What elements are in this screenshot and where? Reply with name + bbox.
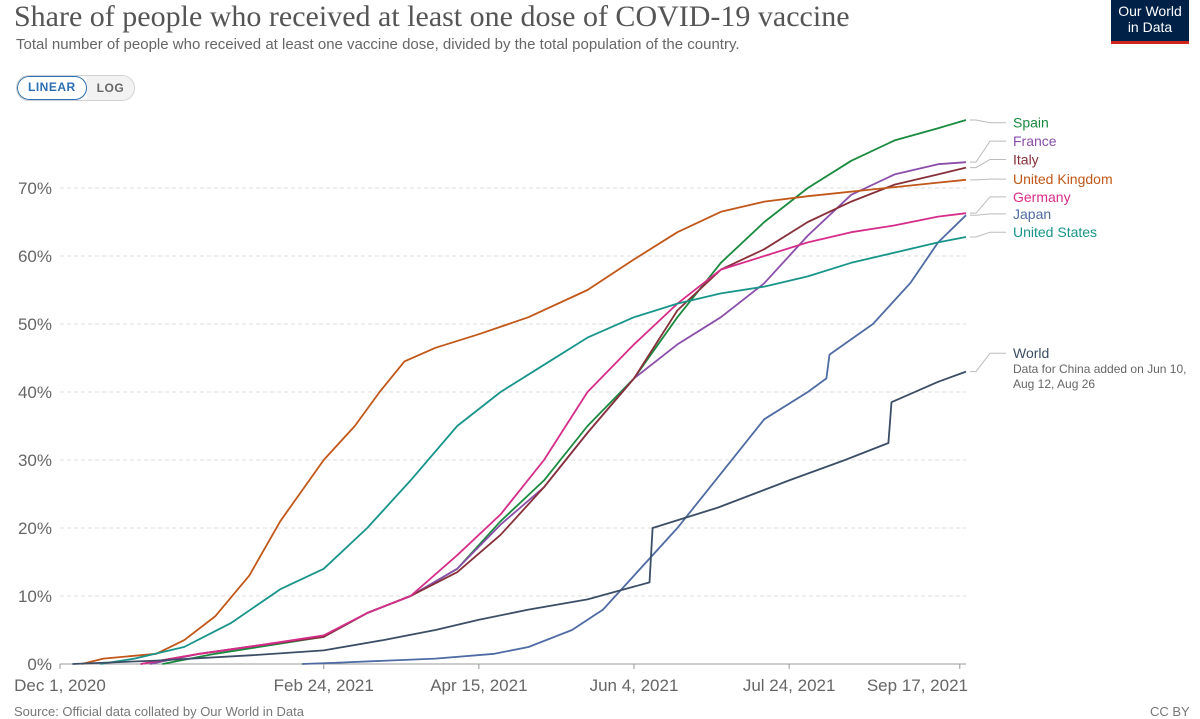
- legend-label-italy: Italy: [1013, 151, 1039, 167]
- logo-line-1: Our World: [1118, 3, 1182, 19]
- legend-connector-japan: [970, 213, 1006, 216]
- world-note-line-1: Data for China added on Jun 10,: [1013, 362, 1186, 376]
- x-tick-label: Jun 4, 2021: [590, 676, 679, 695]
- source-note: Source: Official data collated by Our Wo…: [14, 704, 304, 719]
- series-line-world: [72, 370, 967, 665]
- legend-connector-germany: [970, 196, 1006, 214]
- log-scale-button[interactable]: LOG: [86, 76, 135, 100]
- legend-label-france: France: [1013, 133, 1057, 149]
- legend-connector-world: [970, 352, 1006, 373]
- y-tick-label: 0%: [27, 655, 52, 674]
- y-tick-label: 40%: [18, 383, 52, 402]
- y-tick-label: 50%: [18, 315, 52, 334]
- x-tick-label: Feb 24, 2021: [274, 676, 374, 695]
- logo-line-2: in Data: [1127, 19, 1173, 35]
- series-line-italy: [140, 166, 967, 665]
- legend-connector-spain: [970, 119, 1006, 124]
- y-tick-label: 10%: [18, 587, 52, 606]
- chart-subtitle: Total number of people who received at l…: [16, 36, 740, 53]
- chart-title: Share of people who received at least on…: [14, 0, 850, 33]
- scale-toggle: LINEAR LOG: [16, 75, 136, 101]
- owid-logo[interactable]: Our World in Data: [1111, 0, 1189, 44]
- x-tick-label: Jul 24, 2021: [743, 676, 836, 695]
- x-tick-label: Apr 15, 2021: [430, 676, 527, 695]
- y-tick-label: 30%: [18, 451, 52, 470]
- x-tick-label: Sep 17, 2021: [867, 676, 968, 695]
- series-line-united-kingdom: [81, 178, 967, 665]
- series-line-japan: [301, 214, 967, 665]
- legend-connector-united-states: [970, 231, 1006, 238]
- y-tick-label: 60%: [18, 247, 52, 266]
- x-tick-label: Dec 1, 2020: [14, 676, 106, 695]
- series-line-united-states: [100, 236, 967, 665]
- series-line-france: [149, 161, 967, 665]
- legend-label-germany: Germany: [1013, 189, 1071, 205]
- legend-label-united-kingdom: United Kingdom: [1013, 171, 1113, 187]
- legend-connector-united-kingdom: [970, 178, 1006, 181]
- legend-connector-france: [970, 140, 1006, 163]
- y-tick-label: 70%: [18, 179, 52, 198]
- series-line-germany: [140, 212, 967, 665]
- linear-scale-button[interactable]: LINEAR: [17, 76, 87, 100]
- license-label[interactable]: CC BY: [1150, 704, 1190, 719]
- world-note-line-2: Aug 12, Aug 26: [1013, 377, 1095, 391]
- legend-label-japan: Japan: [1013, 206, 1051, 222]
- legend-connector-italy: [970, 158, 1006, 169]
- y-tick-label: 20%: [18, 519, 52, 538]
- legend-label-united-states: United States: [1013, 224, 1097, 240]
- legend-label-world: World: [1013, 345, 1049, 361]
- legend-label-spain: Spain: [1013, 115, 1049, 131]
